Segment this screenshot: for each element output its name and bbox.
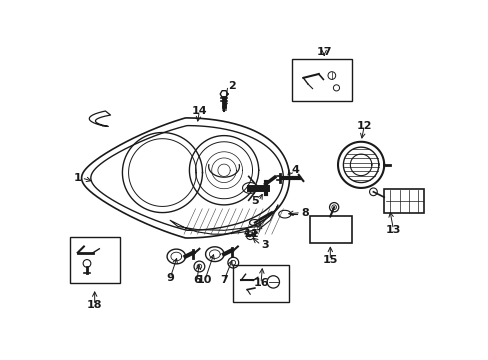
- Text: 10: 10: [197, 275, 212, 285]
- Text: 17: 17: [316, 48, 331, 58]
- Bar: [233, 265, 288, 302]
- Text: 18: 18: [87, 300, 102, 310]
- Text: 13: 13: [385, 225, 400, 235]
- Bar: [291, 59, 351, 101]
- Text: 11: 11: [243, 229, 258, 239]
- Text: 7: 7: [220, 275, 227, 285]
- Text: 12: 12: [356, 121, 371, 131]
- Bar: [309, 216, 351, 243]
- Text: 14: 14: [191, 106, 207, 116]
- Text: 15: 15: [322, 255, 337, 265]
- Text: 2: 2: [227, 81, 235, 91]
- Text: 1: 1: [74, 173, 81, 183]
- Text: 4: 4: [291, 165, 299, 175]
- Text: 16: 16: [253, 278, 268, 288]
- Text: 9: 9: [166, 273, 174, 283]
- Text: 6: 6: [193, 275, 201, 285]
- Text: 8: 8: [301, 208, 308, 217]
- Bar: [70, 237, 120, 283]
- Text: 3: 3: [261, 240, 268, 250]
- Text: 5: 5: [250, 196, 258, 206]
- Bar: [384, 189, 424, 213]
